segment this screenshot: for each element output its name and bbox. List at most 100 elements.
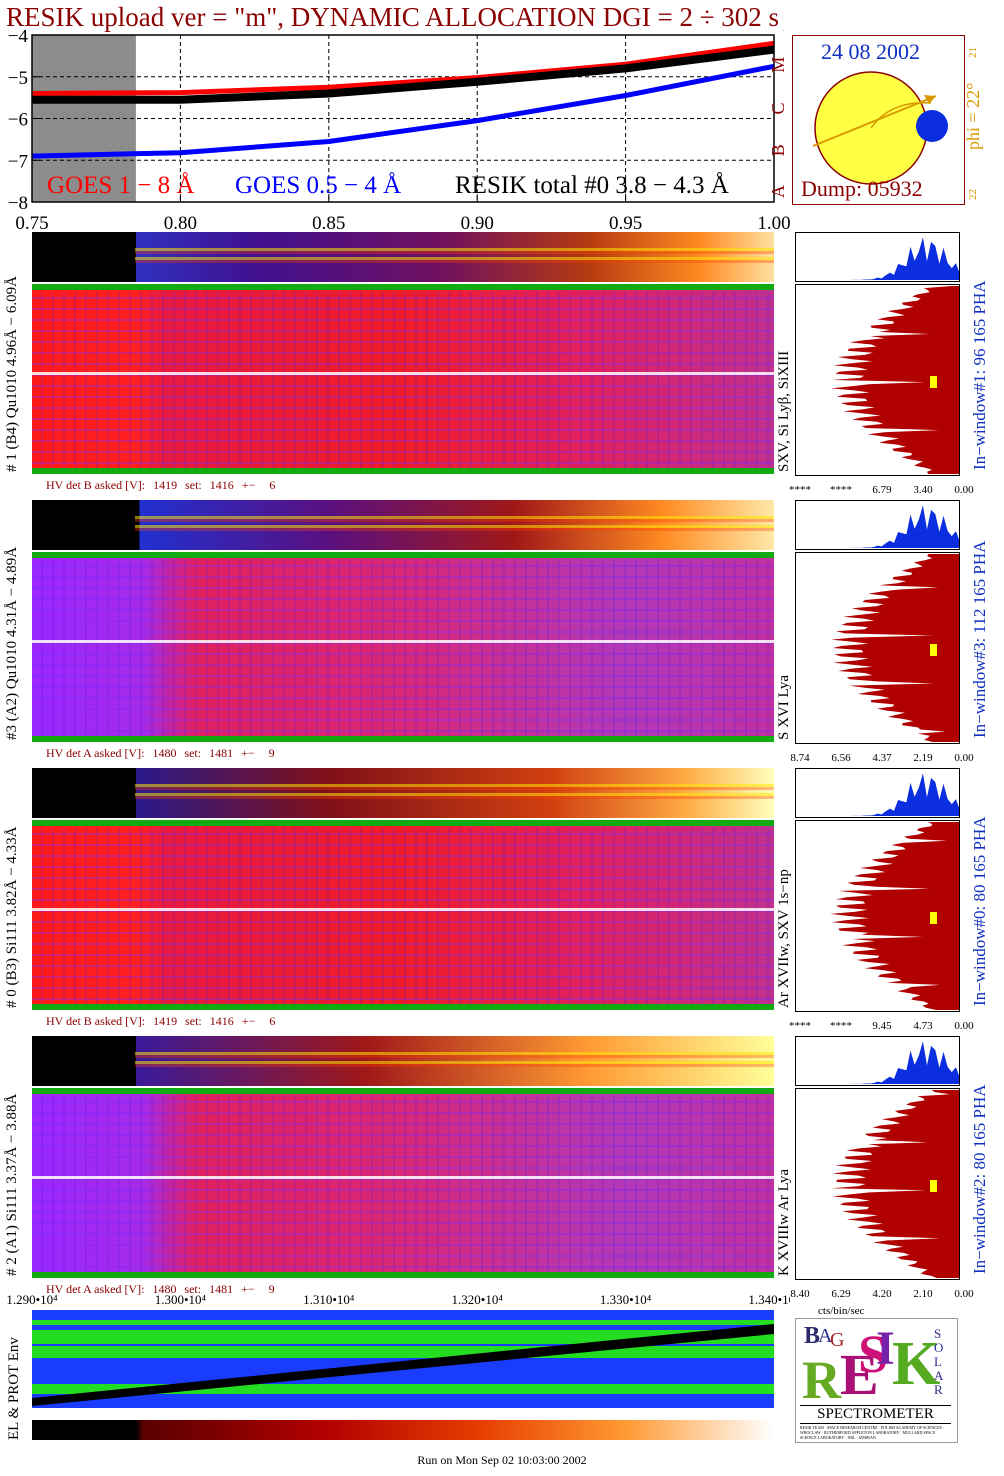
pha-tick-label: 6.56 bbox=[831, 752, 851, 764]
earth-marker bbox=[916, 110, 948, 142]
bottom-tick-label: 1.310•10⁴ bbox=[303, 1292, 355, 1307]
logo-letter: R bbox=[934, 1382, 943, 1397]
y-tick-label: −7 bbox=[8, 151, 28, 172]
channel-line-mark bbox=[32, 908, 774, 911]
hv-tol: 9 bbox=[268, 746, 275, 760]
x-tick-label: 1.00 bbox=[757, 213, 790, 234]
pha-small-plot bbox=[795, 1036, 960, 1086]
hv-label: HV det B asked [V]: bbox=[46, 1014, 146, 1028]
pha-window-marker bbox=[930, 376, 937, 388]
pha-tick-label: **** bbox=[830, 484, 852, 496]
pha-tick-label: 8.74 bbox=[790, 752, 810, 764]
goes-long-line bbox=[31, 40, 775, 96]
legend-goes-short: GOES 0.5 − 4 Å bbox=[235, 172, 402, 199]
phi-arc bbox=[870, 101, 932, 129]
pha-tick-label: 0.00 bbox=[954, 484, 974, 496]
bottom-tick-label: 1.300•10⁴ bbox=[155, 1292, 207, 1307]
resik-total-line bbox=[32, 45, 775, 104]
channel-line-label: SXV, Si Lyβ, SiXIII bbox=[776, 350, 792, 472]
phi-arrowhead bbox=[924, 95, 936, 104]
hv-tol: 6 bbox=[269, 478, 276, 492]
hv-set: 1481 bbox=[209, 746, 234, 760]
goes-class-letter: B bbox=[768, 144, 788, 156]
hv-readout: HV det B asked [V]: 1419 set: 1416 +− 6 bbox=[46, 478, 283, 493]
pha-large-plot bbox=[795, 820, 960, 1012]
pha-tick-label: 4.20 bbox=[872, 1288, 892, 1300]
pha-tick-label: 0.00 bbox=[954, 752, 974, 764]
hv-readout: HV det A asked [V]: 1480 set: 1481 +− 9 bbox=[46, 1282, 283, 1297]
channel-line-label: S XVI Lya bbox=[776, 675, 792, 740]
y-tick-label: −4 bbox=[8, 30, 29, 47]
pha-large-plot bbox=[795, 552, 960, 744]
channel-line-label: Ar XVIIw, SXV 1s−np bbox=[776, 869, 792, 1008]
hv-readout: HV det B asked [V]: 1419 set: 1416 +− 6 bbox=[46, 1014, 283, 1029]
hv-set-label: set: bbox=[184, 746, 202, 760]
hv-tol: 6 bbox=[269, 1014, 276, 1028]
hv-set-label: set: bbox=[184, 1282, 202, 1296]
window-label: In−window#3: 112 165 PHA bbox=[970, 540, 989, 738]
logo-letter: K bbox=[892, 1330, 941, 1398]
pha-small-frame bbox=[795, 500, 960, 550]
channel-left-label: # 2 (A1) Si111 3.37Å − 3.88Å bbox=[4, 1093, 20, 1276]
pha-small-histogram bbox=[795, 773, 960, 816]
pha-tick-label: 2.19 bbox=[913, 752, 933, 764]
logo-letter: I bbox=[876, 1322, 895, 1375]
env-band bbox=[32, 1384, 774, 1394]
x-tick-label: 0.95 bbox=[609, 213, 642, 234]
hv-pm: +− bbox=[241, 478, 256, 492]
x-tick-label: 0.80 bbox=[164, 213, 197, 234]
phi-arrow bbox=[812, 95, 937, 147]
pha-tick-label: 9.45 bbox=[872, 1020, 892, 1032]
channel-line-label: K XVIIIw Ar Lya bbox=[776, 1168, 792, 1276]
logo-letter: G bbox=[830, 1329, 845, 1351]
hv-asked: 1419 bbox=[153, 1014, 178, 1028]
logo-solar: S O L A R bbox=[934, 1327, 946, 1397]
pha-tick-label: 0.00 bbox=[954, 1020, 974, 1032]
channel-strip-band bbox=[135, 784, 774, 802]
pha-tick-label: 6.29 bbox=[831, 1288, 851, 1300]
hv-pm: +− bbox=[241, 746, 255, 760]
env-band bbox=[32, 1330, 774, 1344]
goes-plot: −4−5−6−7−80.750.800.850.900.951.00<< hou… bbox=[8, 30, 790, 234]
hv-set: 1416 bbox=[209, 478, 234, 492]
goes-short-line bbox=[31, 63, 775, 159]
hv-label: HV det A asked [V]: bbox=[46, 746, 145, 760]
window-label: In−window#2: 80 165 PHA bbox=[970, 1084, 989, 1274]
logo-letter: E bbox=[840, 1342, 879, 1407]
logo-word: SPECTROMETER bbox=[800, 1405, 951, 1424]
channel-left-label: # 1 (B4) Qu1010 4.96Å − 6.09Å bbox=[4, 276, 20, 472]
x-tick-label: 0.75 bbox=[15, 213, 48, 234]
bottom-tick-label: 1.340•10⁴ bbox=[748, 1292, 790, 1307]
pha-tick-label: 2.10 bbox=[913, 1288, 933, 1300]
pha-unit: cts/bin/sec bbox=[818, 1305, 865, 1317]
goes-class-letter: A bbox=[768, 185, 788, 198]
channel-spectrum bbox=[32, 1088, 774, 1278]
pha-large-histogram bbox=[831, 286, 960, 474]
hv-set: 1481 bbox=[209, 1282, 234, 1296]
env-plot bbox=[32, 1310, 774, 1408]
phi-small-bottom: 22 bbox=[967, 189, 979, 200]
pha-tick-label: **** bbox=[789, 1020, 811, 1032]
pha-small-plot bbox=[795, 232, 960, 282]
pha-large-histogram bbox=[830, 822, 960, 1010]
goes-class-letter: X bbox=[768, 30, 788, 31]
channel-left-label: #3 (A2) Qu1010 4.31Å − 4.89Å bbox=[4, 546, 20, 740]
hv-label: HV det B asked [V]: bbox=[46, 478, 146, 492]
channel-spectrum bbox=[32, 820, 774, 1010]
x-tick-label: 0.85 bbox=[312, 213, 345, 234]
page-title: RESIK upload ver = "m", DYNAMIC ALLOCATI… bbox=[6, 2, 780, 32]
env-label: EL & PROT Env bbox=[6, 1337, 22, 1440]
channel-texture bbox=[32, 828, 774, 1004]
pha-small-histogram bbox=[795, 505, 960, 548]
pha-large-frame bbox=[795, 820, 960, 1012]
legend-goes-long: GOES 1 − 8 Å bbox=[47, 172, 195, 199]
phi-small-top: 21 bbox=[967, 47, 979, 58]
color-scale-bar bbox=[32, 1420, 774, 1440]
hv-pm: +− bbox=[241, 1282, 255, 1296]
channel-spectrum bbox=[32, 284, 774, 474]
channel-line-mark bbox=[32, 640, 774, 643]
pha-tick-label: 0.00 bbox=[954, 1288, 974, 1300]
channel-left-label: # 0 (B3) Si111 3.82Å − 4.33Å bbox=[4, 826, 20, 1008]
y-tick-label: −6 bbox=[8, 110, 28, 131]
bottom-tick-label: 1.320•10⁴ bbox=[452, 1292, 504, 1307]
